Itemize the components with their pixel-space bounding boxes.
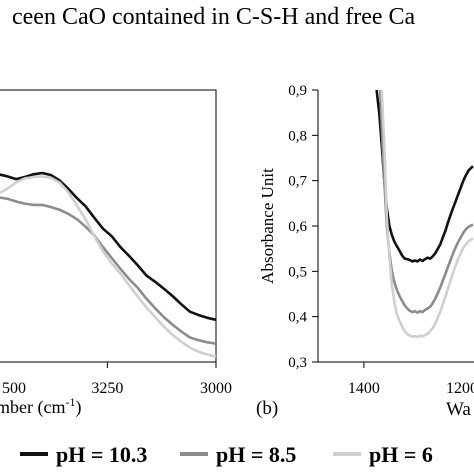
panel-b-x-tick-label: 1200 xyxy=(446,380,474,397)
panel-b-series-line-3 xyxy=(380,89,474,339)
panel-b-y-axis-label: Absorbance Unit xyxy=(258,168,277,284)
panel-b-y-tick-label: 0,9 xyxy=(288,83,307,99)
panel-a-x-tick-label: 3000 xyxy=(200,380,232,397)
panel-b-y-tick-label: 0,7 xyxy=(288,174,307,190)
panel-a-x-tick-label: 500 xyxy=(2,380,26,397)
panel-a: 3250 3000 500 mber (cm-1) xyxy=(0,89,232,418)
panel-a-series xyxy=(0,171,217,358)
panel-a-series-line-3 xyxy=(0,175,217,358)
panel-b-label: (b) xyxy=(256,398,278,419)
panel-a-x-ticks: 3250 3000 500 xyxy=(2,362,232,397)
panel-b-x-ticks: 1400 1200 xyxy=(348,362,474,397)
panel-b: 0,3 0,4 0,5 0,6 0,7 0,8 0,9 1400 1200 Absorbanc… xyxy=(256,83,474,420)
panel-b-x-tick-label: 1400 xyxy=(348,380,380,397)
panel-a-series-line-2 xyxy=(0,196,217,345)
legend: pH = 10.3 pH = 8.5 pH = 6 xyxy=(20,442,433,467)
panel-b-y-tick-label: 0,6 xyxy=(288,219,307,235)
panel-b-y-tick-label: 0,4 xyxy=(288,310,307,326)
panel-b-y-tick-label: 0,3 xyxy=(288,355,307,371)
panel-b-y-tick-label: 0,8 xyxy=(288,128,307,144)
panel-b-series xyxy=(375,89,474,339)
caption-fragment: ceen CaO contained in C-S-H and free Ca xyxy=(12,4,416,30)
legend-label-1: pH = 10.3 xyxy=(56,442,147,467)
panel-b-series-line-1 xyxy=(375,89,474,263)
panel-b-y-ticks: 0,3 0,4 0,5 0,6 0,7 0,8 0,9 xyxy=(288,83,318,371)
panel-a-plot-frame xyxy=(0,89,217,363)
panel-b-series-line-2 xyxy=(378,89,474,314)
legend-label-2: pH = 8.5 xyxy=(216,442,296,467)
panel-a-series-line-1 xyxy=(0,171,217,322)
legend-label-3: pH = 6 xyxy=(369,442,433,467)
panel-b-y-tick-label: 0,5 xyxy=(288,264,307,280)
panel-a-x-axis-label: mber (cm-1) xyxy=(0,395,81,418)
panel-b-x-axis-label: Wa xyxy=(446,399,471,420)
panel-a-x-tick-label: 3250 xyxy=(91,380,123,397)
